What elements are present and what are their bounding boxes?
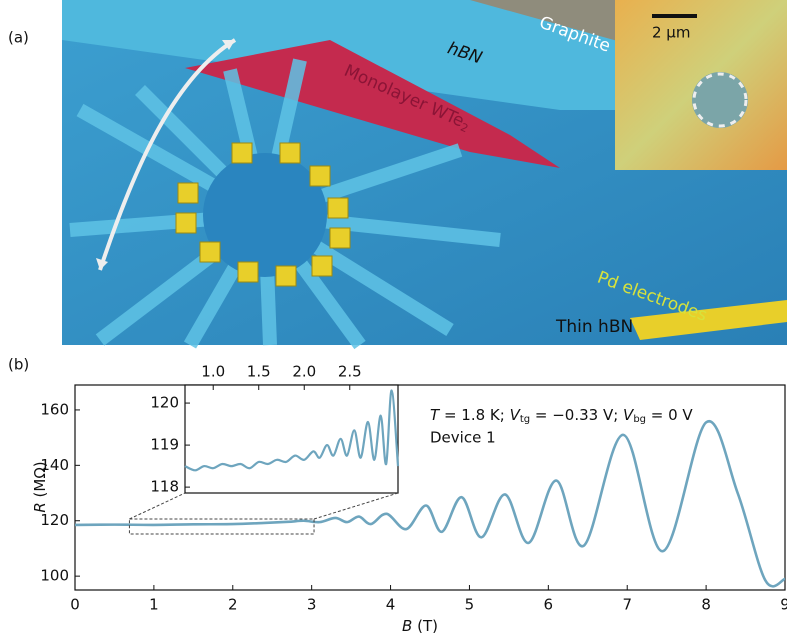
figure: (a) Graphite hBN Monolayer WTe2 Pd elect… — [0, 0, 787, 637]
annotation: T = 1.8 K; Vtg = −0.33 V; Vbg = 0 V — [430, 406, 693, 426]
x-label-unit: (T) — [417, 617, 438, 635]
x-tick-label: 1.5 — [247, 363, 271, 381]
panel-a-image — [62, 0, 787, 345]
y-tick-label: 100 — [40, 567, 69, 585]
ann-part: = 1.8 K; — [439, 406, 509, 424]
zoom-connector — [129, 493, 185, 519]
panel-label: (a) — [8, 29, 29, 47]
ann-sub: bg — [633, 414, 646, 425]
x-tick-label: 5 — [465, 596, 475, 614]
y-tick-label: 119 — [150, 436, 179, 454]
y-tick-label: 120 — [40, 511, 69, 529]
x-tick-label: 3 — [307, 596, 317, 614]
x-axis-label: B (T) — [402, 617, 438, 635]
page: (a) Graphite hBN Monolayer WTe2 Pd elect… — [0, 0, 787, 637]
ann-part: = 0 V — [646, 406, 693, 424]
y-tick-label: 140 — [40, 456, 69, 474]
y-tick-label: 118 — [150, 478, 179, 496]
inset-axes — [185, 385, 398, 493]
x-tick-label: 1 — [149, 596, 159, 614]
x-tick-label: 7 — [622, 596, 632, 614]
x-tick-label: 6 — [544, 596, 554, 614]
x-tick-label: 2.5 — [338, 363, 362, 381]
ann-sub: tg — [520, 414, 530, 425]
x-tick-label: 0 — [70, 596, 80, 614]
x-tick-label: 2 — [228, 596, 238, 614]
ann-part: = −0.33 V; — [530, 406, 623, 424]
x-tick-label: 4 — [386, 596, 396, 614]
y-tick-label: 120 — [150, 394, 179, 412]
x-label-var: B — [402, 617, 412, 635]
x-tick-label: 2.0 — [292, 363, 316, 381]
annotation: Device 1 — [430, 429, 496, 447]
x-tick-label: 9 — [780, 596, 787, 614]
y-tick-label: 160 — [40, 400, 69, 418]
label-thin-hbn: Thin hBN — [555, 317, 633, 337]
x-tick-label: 8 — [701, 596, 711, 614]
panel-label: (b) — [8, 356, 29, 374]
scale-label: 2 μm — [652, 24, 690, 42]
x-tick-label: 1.0 — [201, 363, 225, 381]
